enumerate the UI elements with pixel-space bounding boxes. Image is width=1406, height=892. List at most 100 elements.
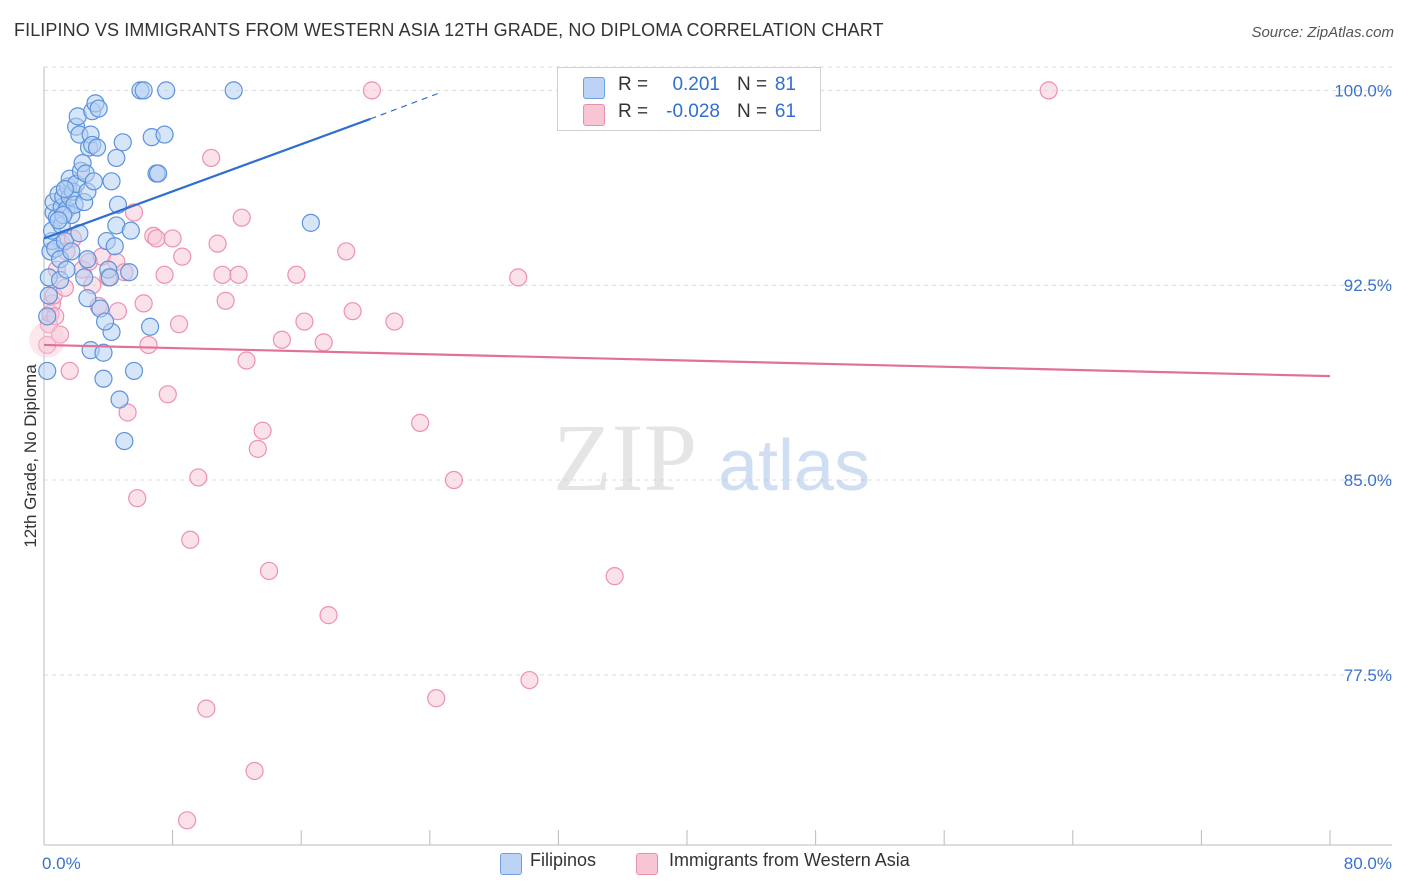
legend-blue-swatch [500,853,522,875]
filipino-point [87,138,107,157]
western-asia-point [208,234,227,253]
filipino-point [94,369,113,388]
filipino-point [89,99,108,118]
western-asia-point [343,302,362,321]
filipino-point [155,125,174,144]
western-asia-point [248,439,267,458]
n-label: N = [737,101,768,122]
y-tick-label: 77.5% [1344,666,1392,685]
filipino-point [78,250,97,269]
n-value: 61 [774,101,796,122]
western-asia-point [259,561,279,581]
filipino-point [115,431,134,451]
western-asia-point [237,351,256,370]
filipino-point [38,361,57,381]
western-asia-point [229,265,248,284]
western-asia-point [385,312,404,331]
western-asia-point [319,606,338,625]
pink-swatch [583,104,605,126]
western-asia-point [189,468,208,487]
filipino-point [78,289,97,308]
western-asia-trend-line [43,343,1331,378]
western-asia-point [272,330,292,349]
filipino-point [62,242,81,261]
filipino-point [301,213,320,232]
n-label: N = [737,74,768,95]
filipinos-trend-extension [370,92,440,120]
watermark-zip: ZIP [553,404,697,511]
western-asia-point [213,265,232,284]
filipino-point [110,390,129,409]
filipino-point [113,133,132,152]
western-asia-point [216,291,235,310]
western-asia-point [605,567,624,586]
stats-box: R = 0.201 N = 81 R = -0.028 N = 61 [557,67,821,131]
western-asia-point [118,403,137,422]
western-asia-point [181,530,200,549]
western-asia-point [202,148,221,168]
trend-lines [43,92,1331,378]
western-asia-point [108,302,128,321]
western-asia-point [134,294,153,313]
western-asia-point [139,335,158,355]
x-tick-label: 0.0% [42,854,81,873]
y-tick-label: 100.0% [1334,81,1392,100]
stats-row-western-asia: R = -0.028 N = 61 [558,101,820,129]
western-asia-point [295,312,314,331]
filipino-point [157,81,176,100]
filipino-point [124,361,144,381]
filipino-point [102,172,121,191]
filipinos-trend-line [43,117,371,240]
filipino-point [38,307,57,326]
filipino-point [100,268,120,287]
filipino-point [55,179,74,199]
filipino-point [140,317,160,336]
legend-label: Immigrants from Western Asia [669,850,910,870]
western-asia-point [287,265,306,284]
stats-row-filipinos: R = 0.201 N = 81 [558,74,820,102]
filipino-point [49,211,68,230]
x-tick-label: 80.0% [1344,854,1392,873]
gridlines [44,66,1392,676]
y-tick-label: 92.5% [1344,276,1392,295]
r-label: R = [618,101,649,122]
source-label: Source: ZipAtlas.com [1251,24,1394,41]
chart-title: FILIPINO VS IMMIGRANTS FROM WESTERN ASIA… [14,20,884,40]
blue-swatch [583,77,605,99]
western-asia-point [509,268,528,287]
western-asia-point [177,811,197,830]
western-asia-point [245,761,264,781]
filipino-point [39,286,58,305]
western-asia-point [169,315,189,334]
western-asia-point [158,385,177,404]
watermark-atlas: atlas [718,426,870,506]
western-asia-point [1039,81,1058,100]
western-asia-point [147,229,166,248]
filipino-point [84,172,103,191]
western-asia-point [124,203,144,222]
western-asia-point [411,413,430,432]
western-asia-point [197,699,216,718]
western-asia-point [155,265,174,284]
western-asia-cluster [29,321,66,358]
filipino-point [149,164,168,183]
western-asia-point [50,325,70,344]
western-asia-point [362,81,382,100]
r-value: -0.028 [666,101,720,122]
filipino-point [120,263,139,282]
series-blue-points [38,81,320,451]
filipino-point [57,260,76,279]
western-asia-point [173,247,192,266]
western-asia-point [337,242,356,261]
r-value: 0.201 [672,74,720,95]
n-value: 81 [774,74,796,95]
filipino-point [121,221,140,240]
western-asia-point [232,208,251,227]
western-asia-point [520,670,539,690]
western-asia-point [253,421,272,440]
legend-label: Filipinos [530,850,597,870]
western-asia-point [60,361,79,381]
axis-labels: 100.0% 92.5% 85.0% 77.5% 0.0% 80.0% 12th Grade… [21,81,1392,873]
western-asia-point [444,470,464,490]
